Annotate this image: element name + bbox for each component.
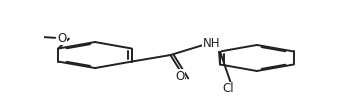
Text: Cl: Cl bbox=[222, 82, 234, 95]
Text: NH: NH bbox=[203, 37, 220, 50]
Text: O: O bbox=[176, 70, 185, 83]
Text: O: O bbox=[57, 32, 67, 45]
